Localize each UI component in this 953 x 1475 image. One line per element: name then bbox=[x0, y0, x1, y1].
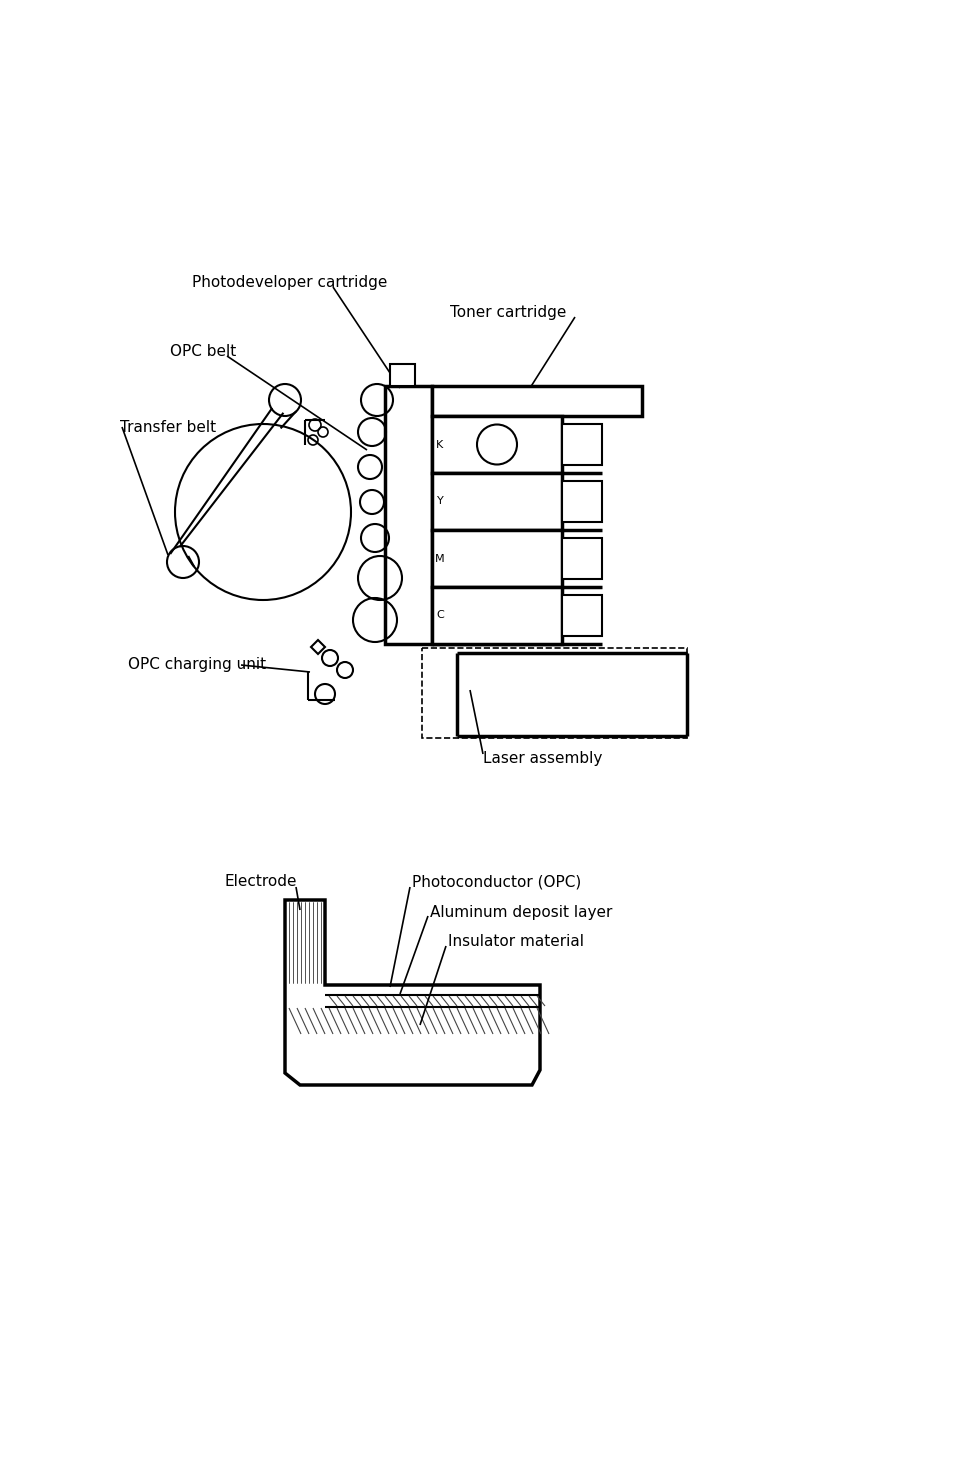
Text: Photodeveloper cartridge: Photodeveloper cartridge bbox=[192, 276, 387, 291]
Text: Photoconductor (OPC): Photoconductor (OPC) bbox=[412, 875, 580, 889]
Bar bbox=[432, 416, 561, 473]
Text: Y: Y bbox=[436, 497, 443, 506]
Bar bbox=[432, 473, 561, 530]
Bar bbox=[561, 423, 601, 465]
Bar bbox=[432, 530, 561, 587]
Bar bbox=[390, 364, 415, 386]
Text: Toner cartridge: Toner cartridge bbox=[450, 305, 566, 320]
Text: C: C bbox=[436, 611, 443, 621]
Polygon shape bbox=[285, 900, 539, 1086]
Text: OPC belt: OPC belt bbox=[170, 345, 236, 360]
Bar bbox=[561, 538, 601, 580]
Text: Aluminum deposit layer: Aluminum deposit layer bbox=[430, 904, 612, 919]
Text: K: K bbox=[436, 440, 443, 450]
Bar bbox=[432, 386, 641, 416]
Text: Transfer belt: Transfer belt bbox=[120, 419, 216, 435]
Text: Laser assembly: Laser assembly bbox=[482, 751, 601, 766]
Text: M: M bbox=[435, 553, 444, 563]
Text: OPC charging unit: OPC charging unit bbox=[128, 658, 266, 673]
Text: Electrode: Electrode bbox=[225, 875, 297, 889]
Text: Insulator material: Insulator material bbox=[448, 935, 583, 950]
Bar bbox=[561, 594, 601, 636]
Bar bbox=[421, 648, 686, 738]
Bar bbox=[432, 587, 561, 645]
Bar bbox=[385, 386, 432, 645]
Bar bbox=[561, 481, 601, 522]
